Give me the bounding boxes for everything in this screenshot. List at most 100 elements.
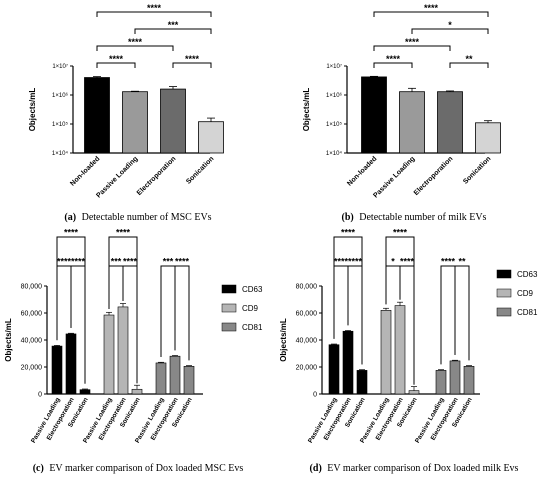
y-axis-label: Objects/mL [302, 88, 311, 132]
y-tick-label: 20,000 [21, 365, 43, 372]
bar [169, 355, 181, 395]
y-tick-label: 0 [38, 392, 42, 399]
bar [122, 91, 148, 154]
caption-a: (a) Detectable number of MSC EVs [64, 212, 211, 223]
sig-bracket [56, 265, 72, 341]
sig-label: * [448, 20, 452, 30]
bar [356, 370, 368, 395]
sig-bracket [96, 62, 136, 68]
legend-swatch [496, 288, 512, 298]
y-axis-label: Objects/mL [28, 88, 37, 132]
bar [361, 76, 387, 154]
y-axis-label: Objects/mL [4, 318, 13, 362]
bar [84, 77, 110, 154]
sig-bracket [160, 265, 176, 357]
legend-label: CD81 [242, 323, 263, 332]
sig-bracket [411, 28, 489, 34]
sig-bracket [108, 265, 124, 310]
caption-c: (c) EV marker comparison of Dox loaded M… [33, 463, 244, 474]
bar [117, 306, 129, 395]
legend-swatch [221, 284, 237, 294]
bar [79, 389, 91, 395]
sig-bracket [454, 265, 470, 361]
sig-bracket [373, 11, 489, 17]
sig-label: **** [147, 3, 162, 13]
y-tick-label: 40,000 [296, 338, 318, 345]
sig-label: **** [405, 37, 420, 47]
bar [342, 330, 354, 395]
sig-label: **** [341, 228, 356, 238]
y-tick-label: 1×10⁵ [326, 121, 343, 128]
x-tick-label: Sonication [462, 155, 492, 185]
legend-label: CD81 [517, 308, 538, 317]
bar [394, 305, 406, 395]
y-tick-label: 1×10⁴ [326, 150, 343, 157]
panel-d: Objects/mL020,00040,00060,00080,000Passi… [279, 228, 538, 445]
sig-label: **** [109, 54, 124, 64]
sig-label: *** [168, 20, 179, 30]
y-tick-label: 80,000 [21, 284, 43, 291]
sig-label: **** [334, 257, 349, 267]
bar [103, 314, 115, 395]
sig-bracket [449, 62, 489, 68]
bar [437, 91, 463, 154]
legend-swatch [221, 322, 237, 332]
legend-swatch [496, 307, 512, 317]
y-tick-label: 0 [313, 392, 317, 399]
y-tick-label: 1×10⁶ [52, 92, 69, 99]
sig-label: *** [111, 257, 122, 267]
sig-label: **** [424, 3, 439, 13]
caption-d: (d) EV marker comparison of Dox loaded m… [310, 463, 519, 474]
sig-bracket [96, 45, 174, 51]
sig-label: **** [441, 257, 456, 267]
y-tick-label: 1×10⁵ [52, 121, 69, 128]
sig-bracket [96, 11, 212, 17]
bar [65, 333, 77, 395]
bar [449, 360, 461, 395]
x-tick-label: Electroporation [136, 155, 178, 197]
legend-label: CD63 [517, 270, 538, 279]
bar [131, 388, 143, 395]
sig-label: **** [386, 54, 401, 64]
bar [51, 345, 63, 395]
sig-bracket [172, 62, 212, 68]
bar [475, 122, 501, 154]
sig-label: **** [185, 54, 200, 64]
bar [435, 370, 447, 395]
legend-label: CD9 [517, 289, 534, 298]
legend-swatch [496, 269, 512, 279]
x-tick-label: Passive Loading [372, 155, 416, 199]
y-tick-label: 1×10⁶ [326, 92, 343, 99]
panel-b: Objects/mL 1×10⁴ 1×10⁵ 1×10⁶ 1×10⁷ Non-loaded… [302, 3, 501, 199]
sig-bracket [134, 28, 212, 34]
sig-label: **** [71, 257, 86, 267]
bar [463, 366, 475, 395]
sig-label: ** [458, 257, 466, 267]
sig-label: **** [348, 257, 363, 267]
x-tick-label: Non-loaded [346, 155, 378, 187]
y-tick-label: 60,000 [21, 311, 43, 318]
sig-label: **** [393, 228, 408, 238]
sig-label: **** [64, 228, 79, 238]
bar [183, 366, 195, 395]
sig-label: **** [128, 37, 143, 47]
y-axis-label: Objects/mL [279, 318, 288, 362]
sig-label: ** [465, 54, 473, 64]
bar [155, 362, 167, 395]
panel-c: Objects/mL020,00040,00060,00080,000Passi… [4, 228, 263, 445]
x-tick-label: Passive Loading [95, 155, 139, 199]
sig-label: **** [57, 257, 72, 267]
sig-bracket [174, 265, 190, 361]
caption-b: (b) Detectable number of milk EVs [342, 212, 487, 223]
y-tick-label: 1×10⁴ [52, 150, 69, 157]
y-tick-label: 60,000 [296, 311, 318, 318]
bar [380, 309, 392, 395]
bar [328, 344, 340, 395]
sig-bracket [373, 45, 451, 51]
y-tick-label: 40,000 [21, 338, 43, 345]
y-tick-label: 20,000 [296, 365, 318, 372]
sig-bracket [440, 265, 456, 365]
bar [198, 121, 224, 154]
sig-bracket [333, 265, 349, 339]
legend-swatch [221, 303, 237, 313]
